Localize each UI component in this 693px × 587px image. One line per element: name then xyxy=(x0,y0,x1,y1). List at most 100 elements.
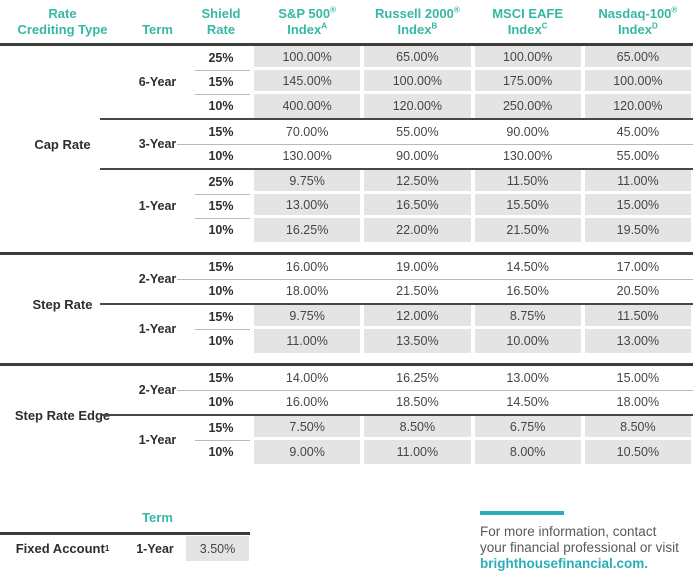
rate-value-cell-msci-eafe-index: 15.50% xyxy=(474,194,581,218)
rate-value-cell-msci-eafe-index: 13.00% xyxy=(506,371,549,385)
shield-rate-value: 25% xyxy=(208,175,234,189)
rate-value-cell-russell2000-index: 13.50% xyxy=(364,329,471,353)
term-group-3-year: 3-Year 15% 70.00% 55.00% 90.00% 45.00% 10% 130.… xyxy=(125,120,693,168)
table-row: 15% 70.00% 55.00% 90.00% 45.00% xyxy=(190,120,693,144)
shield-rate-value: 15% xyxy=(208,421,234,435)
column-header-term: Term xyxy=(125,6,190,38)
rate-value-cell-russell2000-index: 100.00% xyxy=(364,70,471,94)
rate-value-cell-sp500-index: 400.00% xyxy=(254,94,361,118)
row-separator-line xyxy=(195,194,250,195)
rate-value-cell-sp500-index: 70.00% xyxy=(285,125,329,139)
rate-value-cell-nasdaq100-index: 10.50% xyxy=(584,440,691,464)
rate-value-cell-msci-eafe-index: 90.00% xyxy=(506,125,549,139)
rate-value-cell-msci-eafe-index: 130.00% xyxy=(502,149,553,163)
section-label: Step Rate xyxy=(32,296,93,312)
column-header-line: IndexD xyxy=(618,21,658,37)
term-group-rows: 15% 70.00% 55.00% 90.00% 45.00% 10% 130.00% 90.… xyxy=(190,120,693,168)
term-group-divider xyxy=(100,414,693,416)
rate-value-cell-sp500-index: 9.75% xyxy=(254,170,361,194)
column-header-shield-rate: Shield Rate xyxy=(190,6,252,38)
column-header-line: Term xyxy=(142,22,173,37)
row-separator-line xyxy=(177,279,693,280)
rate-value-cell-nasdaq100-index: 8.50% xyxy=(584,416,691,440)
rate-value-cell-russell2000-index: 18.50% xyxy=(396,395,439,409)
shield-rate-value: 15% xyxy=(208,75,234,89)
rate-value-cell-nasdaq100-index: 120.00% xyxy=(584,94,691,118)
rate-value-cell-russell2000-index: 21.50% xyxy=(396,284,439,298)
fixed-account-label-text: Fixed Account xyxy=(15,541,105,556)
shield-rate-value: 15% xyxy=(208,371,234,385)
table-row: 10% 400.00% 120.00% 250.00% 120.00% xyxy=(190,94,693,118)
rate-table-sections: Cap Rate 6-Year 25% 100.00% 65.00% 100.00% 65.… xyxy=(0,46,693,464)
term-label: 3-Year xyxy=(138,137,177,151)
column-header-rate-crediting-type: Rate Crediting Type xyxy=(0,6,125,38)
column-header-line: MSCI EAFE xyxy=(492,6,564,21)
column-header-line: Rate xyxy=(48,6,77,21)
column-header-superscript: B xyxy=(431,21,438,31)
term-group-divider xyxy=(100,303,693,305)
table-row: 15% 13.00% 16.50% 15.50% 15.00% xyxy=(190,194,693,218)
rate-value-cell-nasdaq100-index: 100.00% xyxy=(584,70,691,94)
shield-rate-value: 10% xyxy=(208,223,234,237)
column-header-superscript: D xyxy=(651,21,658,31)
term-group-rows: 15% 9.75% 12.00% 8.75% 11.50% 10% 11.00% 13.50%… xyxy=(190,305,693,353)
rate-value-cell-nasdaq100-index: 11.00% xyxy=(584,170,691,194)
rate-value-cell-nasdaq100-index: 20.50% xyxy=(616,284,660,298)
table-row: 10% 16.25% 22.00% 21.50% 19.50% xyxy=(190,218,693,242)
term-group-1-year: 1-Year 15% 7.50% 8.50% 6.75% 8.50% 10% 9.00% 11.… xyxy=(125,416,693,464)
table-row: 10% 16.00% 18.50% 14.50% 18.00% xyxy=(190,390,693,414)
column-header-russell2000-index: Russell 2000® IndexB xyxy=(362,6,472,38)
term-group-divider xyxy=(100,168,693,170)
column-header-superscript: A xyxy=(321,21,327,31)
rate-value-cell-msci-eafe-index: 21.50% xyxy=(474,218,581,242)
table-row: 15% 7.50% 8.50% 6.75% 8.50% xyxy=(190,416,693,440)
term-group-rows: 15% 16.00% 19.00% 14.50% 17.00% 10% 18.00% 21.5… xyxy=(190,255,693,303)
term-group-rows: 15% 14.00% 16.25% 13.00% 15.00% 10% 16.00% 18.5… xyxy=(190,366,693,414)
shield-rate-value: 10% xyxy=(208,334,234,348)
fixed-account-row: Fixed Account 1 1-Year 3.50% xyxy=(0,536,250,561)
rate-value-cell-msci-eafe-index: 100.00% xyxy=(474,46,581,70)
rate-value-cell-sp500-index: 14.00% xyxy=(285,371,329,385)
rate-value-cell-sp500-index: 16.00% xyxy=(285,260,329,274)
column-header-superscript: ® xyxy=(453,5,460,15)
shield-rate-value: 15% xyxy=(208,260,234,274)
footer-website-link[interactable]: brighthousefinancial.com. xyxy=(480,556,649,571)
rate-value-cell-msci-eafe-index: 6.75% xyxy=(474,416,581,440)
footer-text-line-1: For more information, contact xyxy=(480,524,657,539)
rate-value-cell-nasdaq100-index: 45.00% xyxy=(616,125,660,139)
rate-value-cell-sp500-index: 100.00% xyxy=(254,46,361,70)
table-row: 15% 9.75% 12.00% 8.75% 11.50% xyxy=(190,305,693,329)
column-header-line: IndexC xyxy=(507,21,548,37)
table-row: 10% 18.00% 21.50% 16.50% 20.50% xyxy=(190,279,693,303)
rate-value-cell-russell2000-index: 12.00% xyxy=(364,305,471,329)
rate-value-cell-sp500-index: 130.00% xyxy=(282,149,332,163)
rate-value-cell-nasdaq100-index: 19.50% xyxy=(584,218,691,242)
term-group-2-year: 2-Year 15% 16.00% 19.00% 14.50% 17.00% 10% 18.0… xyxy=(125,255,693,303)
rate-value-cell-nasdaq100-index: 65.00% xyxy=(584,46,691,70)
rate-value-cell-msci-eafe-index: 250.00% xyxy=(474,94,581,118)
rate-value-cell-msci-eafe-index: 16.50% xyxy=(506,284,549,298)
column-header-superscript: C xyxy=(541,21,548,31)
table-row: 10% 11.00% 13.50% 10.00% 13.00% xyxy=(190,329,693,353)
section-step-rate: Step Rate 2-Year 15% 16.00% 19.00% 14.50% 17.0… xyxy=(0,255,693,353)
rate-value-cell-msci-eafe-index: 14.50% xyxy=(506,260,549,274)
column-header-msci-eafe-index: MSCI EAFE IndexC xyxy=(473,6,583,38)
shield-rate-value: 15% xyxy=(208,125,234,139)
rate-value-cell-nasdaq100-index: 18.00% xyxy=(616,395,660,409)
rate-value-cell-sp500-index: 9.00% xyxy=(254,440,361,464)
column-header-line: Shield xyxy=(201,6,241,21)
rate-value-cell-nasdaq100-index: 11.50% xyxy=(584,305,691,329)
section-divider-rule xyxy=(0,252,693,255)
shield-rate-value: 10% xyxy=(208,99,234,113)
rate-value-cell-nasdaq100-index: 13.00% xyxy=(584,329,691,353)
rate-value-cell-sp500-index: 16.00% xyxy=(285,395,329,409)
section-body: 2-Year 15% 14.00% 16.25% 13.00% 15.00% 10% 16.0… xyxy=(100,366,693,464)
rate-value-cell-sp500-index: 11.00% xyxy=(254,329,361,353)
rate-value-cell-russell2000-index: 11.00% xyxy=(364,440,471,464)
row-separator-line xyxy=(195,94,250,95)
term-label: 2-Year xyxy=(138,383,177,397)
fixed-account-divider-rule xyxy=(0,532,250,535)
shield-rate-value: 10% xyxy=(208,284,234,298)
rate-value-cell-sp500-index: 18.00% xyxy=(285,284,329,298)
table-row: 10% 9.00% 11.00% 8.00% 10.50% xyxy=(190,440,693,464)
